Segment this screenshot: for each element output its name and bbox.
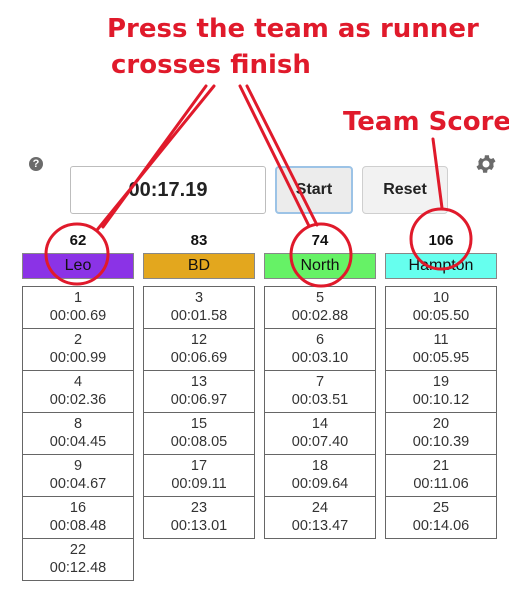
finish-place: 4: [73, 374, 83, 390]
finish-place: 20: [432, 416, 450, 432]
gear-icon[interactable]: [474, 152, 498, 176]
finish-time: 00:10.39: [412, 434, 470, 450]
finish-entry[interactable]: 3 00:01.58: [143, 286, 255, 329]
finish-entry[interactable]: 22 00:12.48: [22, 538, 134, 581]
finish-place: 1: [73, 290, 83, 306]
finish-time: 00:09.11: [171, 476, 227, 492]
timer-display: 00:17.19: [70, 166, 266, 214]
finish-place: 23: [190, 500, 208, 516]
finish-time: 00:00.99: [49, 350, 107, 366]
team-column-leo: 62 Leo 1 00:00.69 2 00:00.99 4 00:02.36 8 00…: [22, 231, 134, 581]
finish-time: 00:01.58: [170, 308, 228, 324]
reset-button[interactable]: Reset: [362, 166, 448, 214]
finish-time: 00:04.67: [49, 476, 107, 492]
finish-time: 00:03.10: [291, 350, 349, 366]
finish-entry[interactable]: 9 00:04.67: [22, 454, 134, 497]
finish-place: 7: [315, 374, 325, 390]
team-score: 62: [69, 232, 87, 249]
finish-entry[interactable]: 1 00:00.69: [22, 286, 134, 329]
team-button-hampton[interactable]: Hampton: [385, 253, 497, 279]
finish-place: 9: [73, 458, 83, 474]
team-button-leo[interactable]: Leo: [22, 253, 134, 279]
finish-place: 21: [432, 458, 450, 474]
finish-list: 1 00:00.69 2 00:00.99 4 00:02.36 8 00:04.45 …: [22, 286, 134, 581]
annotation-team-score: Team Score: [343, 107, 509, 137]
finish-list: 5 00:02.88 6 00:03.10 7 00:03.51 14 00:07.40…: [264, 286, 376, 539]
team-button-bd[interactable]: BD: [143, 253, 255, 279]
finish-entry[interactable]: 20 00:10.39: [385, 412, 497, 455]
finish-place: 22: [69, 542, 87, 558]
team-column-north: 74 North 5 00:02.88 6 00:03.10 7 00:03.51 1…: [264, 231, 376, 539]
annotation-press-team-line2: crosses finish: [111, 50, 311, 80]
finish-entry[interactable]: 8 00:04.45: [22, 412, 134, 455]
finish-place: 15: [190, 416, 208, 432]
finish-time: 00:02.36: [49, 392, 107, 408]
finish-place: 19: [432, 374, 450, 390]
team-button-north[interactable]: North: [264, 253, 376, 279]
finish-entry[interactable]: 10 00:05.50: [385, 286, 497, 329]
team-score: 83: [190, 232, 208, 249]
finish-entry[interactable]: 4 00:02.36: [22, 370, 134, 413]
finish-time: 00:13.47: [291, 518, 349, 534]
finish-time: 00:10.12: [412, 392, 470, 408]
finish-place: 14: [311, 416, 329, 432]
finish-time: 00:06.69: [170, 350, 228, 366]
finish-place: 13: [190, 374, 208, 390]
team-column-hampton: 106 Hampton 10 00:05.50 11 00:05.95 19 00:1…: [385, 231, 497, 539]
start-button[interactable]: Start: [275, 166, 353, 214]
finish-list: 10 00:05.50 11 00:05.95 19 00:10.12 20 00:10…: [385, 286, 497, 539]
team-score: 74: [311, 232, 329, 249]
finish-entry[interactable]: 11 00:05.95: [385, 328, 497, 371]
finish-time: 00:02.88: [291, 308, 349, 324]
annotation-press-team-line1: Press the team as runner: [107, 14, 479, 44]
finish-time: 00:04.45: [49, 434, 107, 450]
finish-time: 00:12.48: [49, 560, 107, 576]
help-icon[interactable]: ?: [29, 157, 43, 171]
finish-time: 00:07.40: [291, 434, 349, 450]
finish-place: 25: [432, 500, 450, 516]
finish-place: 2: [73, 332, 83, 348]
finish-place: 8: [73, 416, 83, 432]
finish-place: 18: [311, 458, 329, 474]
finish-entry[interactable]: 19 00:10.12: [385, 370, 497, 413]
finish-place: 5: [315, 290, 325, 306]
finish-time: 00:00.69: [49, 308, 107, 324]
finish-time: 00:03.51: [291, 392, 349, 408]
finish-place: 24: [311, 500, 329, 516]
finish-place: 11: [433, 332, 449, 348]
finish-entry[interactable]: 15 00:08.05: [143, 412, 255, 455]
finish-time: 00:05.50: [412, 308, 470, 324]
finish-place: 16: [69, 500, 87, 516]
finish-entry[interactable]: 13 00:06.97: [143, 370, 255, 413]
finish-time: 00:11.06: [413, 476, 469, 492]
finish-place: 12: [190, 332, 208, 348]
finish-place: 6: [315, 332, 325, 348]
finish-entry[interactable]: 24 00:13.47: [264, 496, 376, 539]
finish-place: 17: [190, 458, 208, 474]
team-score: 106: [428, 232, 454, 249]
finish-entry[interactable]: 14 00:07.40: [264, 412, 376, 455]
finish-entry[interactable]: 5 00:02.88: [264, 286, 376, 329]
finish-time: 00:05.95: [412, 350, 470, 366]
finish-time: 00:08.05: [170, 434, 228, 450]
finish-time: 00:14.06: [412, 518, 470, 534]
finish-entry[interactable]: 16 00:08.48: [22, 496, 134, 539]
finish-entry[interactable]: 12 00:06.69: [143, 328, 255, 371]
finish-list: 3 00:01.58 12 00:06.69 13 00:06.97 15 00:08.…: [143, 286, 255, 539]
finish-entry[interactable]: 6 00:03.10: [264, 328, 376, 371]
finish-time: 00:06.97: [170, 392, 228, 408]
finish-entry[interactable]: 18 00:09.64: [264, 454, 376, 497]
finish-entry[interactable]: 21 00:11.06: [385, 454, 497, 497]
finish-entry[interactable]: 25 00:14.06: [385, 496, 497, 539]
finish-entry[interactable]: 7 00:03.51: [264, 370, 376, 413]
finish-entry[interactable]: 23 00:13.01: [143, 496, 255, 539]
finish-time: 00:08.48: [49, 518, 107, 534]
finish-time: 00:13.01: [170, 518, 228, 534]
finish-entry[interactable]: 17 00:09.11: [143, 454, 255, 497]
finish-entry[interactable]: 2 00:00.99: [22, 328, 134, 371]
team-column-bd: 83 BD 3 00:01.58 12 00:06.69 13 00:06.97 15…: [143, 231, 255, 539]
finish-place: 10: [432, 290, 450, 306]
finish-time: 00:09.64: [291, 476, 349, 492]
finish-place: 3: [194, 290, 204, 306]
